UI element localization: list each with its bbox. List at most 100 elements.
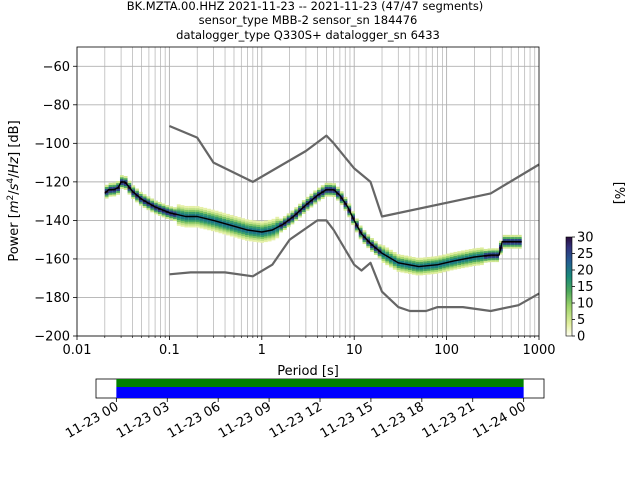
psd-density-cell xyxy=(191,217,196,220)
psd-density-cell xyxy=(218,225,223,228)
psd-density-cell xyxy=(199,226,204,229)
psd-density-cell xyxy=(514,246,518,249)
psd-density-cell xyxy=(453,261,458,264)
psd-density-cell xyxy=(483,252,488,256)
psd-density-cell xyxy=(461,250,465,253)
psd-density-cell xyxy=(366,243,371,247)
psd-density-cell xyxy=(373,250,378,254)
psd-density-cell xyxy=(430,260,435,263)
psd-density-cell xyxy=(112,184,117,187)
psd-density-cell xyxy=(328,182,333,186)
psd-density-cell xyxy=(468,254,473,258)
psd-density-cell xyxy=(351,213,355,216)
psd-density-cell xyxy=(165,207,170,210)
psd-density-cell xyxy=(415,273,420,276)
psd-density-cell xyxy=(294,207,299,210)
psd-density-cell xyxy=(104,186,109,189)
psd-density-cell xyxy=(362,239,367,243)
psd-density-cell xyxy=(267,225,272,228)
psd-density-cell xyxy=(260,225,264,228)
psd-density-cell xyxy=(506,236,511,240)
psd-density-cell xyxy=(510,246,515,249)
psd-density-cell xyxy=(472,248,477,251)
psd-density-cell xyxy=(317,189,321,192)
psd-density-cell xyxy=(442,268,446,271)
psd-density-cell xyxy=(188,207,192,211)
psd-density-cell xyxy=(298,203,302,206)
y-tick-label: −100 xyxy=(34,137,70,152)
psd-density-cell xyxy=(142,203,147,207)
psd-density-cell xyxy=(248,239,253,242)
psd-density-cell xyxy=(354,220,359,223)
psd-density-cell xyxy=(373,248,378,252)
psd-density-cell xyxy=(195,223,200,226)
psd-density-cell xyxy=(146,196,151,199)
psd-density-cell xyxy=(309,197,314,200)
psd-density-cell xyxy=(434,269,439,272)
psd-density-cell xyxy=(195,219,200,222)
psd-density-cell xyxy=(400,254,405,258)
psd-density-cell xyxy=(135,192,139,195)
psd-density-cell xyxy=(252,237,257,240)
psd-density-cell xyxy=(154,210,158,213)
psd-density-cell xyxy=(423,266,427,270)
psd-density-cell xyxy=(396,254,401,257)
psd-density-cell xyxy=(267,221,272,225)
psd-density-cell xyxy=(468,264,473,267)
psd-density-cell xyxy=(415,259,420,262)
psd-density-cell xyxy=(191,213,196,216)
psd-density-cell xyxy=(127,190,132,193)
psd-density-cell xyxy=(142,196,147,199)
psd-density-cell xyxy=(502,234,507,238)
psd-density-cell xyxy=(176,212,181,215)
psd-density-cell xyxy=(423,270,427,274)
psd-density-cell xyxy=(146,204,151,207)
psd-density-cell xyxy=(271,222,276,225)
psd-density-cell xyxy=(457,255,462,258)
psd-density-cell xyxy=(476,251,481,254)
psd-density-cell xyxy=(434,271,439,274)
psd-density-cell xyxy=(464,249,469,253)
psd-density-cell xyxy=(491,250,496,253)
y-tick-label: −140 xyxy=(34,214,70,229)
psd-density-cell xyxy=(354,218,359,221)
psd-density-cell xyxy=(502,238,507,241)
psd-density-cell xyxy=(173,207,177,210)
psd-density-cell xyxy=(351,211,355,214)
psd-density-cell xyxy=(191,205,196,209)
psd-density-cell xyxy=(343,198,348,202)
psd-density-cell xyxy=(426,258,431,262)
psd-density-cell xyxy=(468,249,473,252)
psd-density-cell xyxy=(188,213,192,216)
psd-density-cell xyxy=(339,191,344,194)
psd-density-cell xyxy=(381,258,386,262)
psd-density-cell xyxy=(408,262,412,265)
psd-density-cell xyxy=(480,260,484,264)
psd-density-cell xyxy=(362,234,367,237)
psd-density-cell xyxy=(396,267,401,270)
psd-density-cell xyxy=(495,252,499,255)
psd-density-cell xyxy=(248,231,253,234)
psd-density-cell xyxy=(161,211,166,214)
psd-density-cell xyxy=(366,236,371,239)
psd-density-cell xyxy=(116,192,120,195)
psd-density-cell xyxy=(229,214,234,218)
psd-density-cell xyxy=(203,215,208,218)
psd-density-cell xyxy=(176,217,181,221)
psd-density-cell xyxy=(233,227,238,230)
psd-density-cell xyxy=(116,181,120,184)
psd-density-cell xyxy=(313,190,318,193)
psd-density-cell xyxy=(362,232,367,235)
psd-density-cell xyxy=(449,262,454,265)
psd-density-cell xyxy=(169,217,174,221)
psd-density-cell xyxy=(411,262,416,266)
psd-density-cell xyxy=(506,234,511,238)
psd-density-cell xyxy=(184,207,189,211)
psd-density-cell xyxy=(332,183,337,186)
psd-density-cell xyxy=(320,189,325,192)
psd-density-cell xyxy=(461,256,465,259)
psd-density-cell xyxy=(188,217,192,220)
psd-density-cell xyxy=(127,192,132,195)
psd-density-cell xyxy=(165,212,170,216)
psd-density-cell xyxy=(472,263,477,266)
